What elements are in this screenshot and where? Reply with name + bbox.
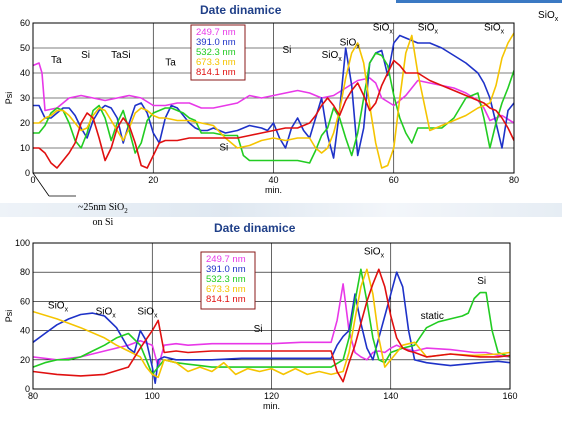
chart1-xlabel: min.: [265, 185, 282, 195]
chart2-xtick-label: 140: [383, 391, 398, 401]
chart1-legend-entry-4: 814.1 nm: [196, 67, 236, 78]
chart1-xtick-label: 80: [509, 175, 519, 185]
chart2-legend-entry-0: 249.7 nm: [206, 254, 246, 265]
chart1-annotation-9: SiOx: [418, 23, 439, 36]
chart1-legend-entry-1: 391.0 nm: [196, 37, 236, 48]
film-note: ~25nm SiO2 on Si: [78, 202, 128, 229]
chart2-series-line-2: [33, 268, 510, 376]
chart1-title: Date dinamice: [200, 3, 282, 17]
chart1-annotation-8: SiOx: [373, 23, 394, 36]
chart1-legend-entry-3: 673.3 nm: [196, 57, 236, 68]
chart2-xlabel: min.: [263, 401, 280, 411]
chart2-legend-entry-1: 391.0 nm: [206, 264, 246, 275]
chart1-annotation-sub-9: x: [434, 29, 438, 36]
chart2-xtick-label: 80: [28, 391, 38, 401]
film-note-sub: 2: [124, 207, 128, 215]
chart2-frame: [32, 242, 511, 390]
chart2-annotation-sub-4: x: [381, 253, 385, 260]
film-note-line1: ~25nm SiO: [78, 202, 125, 213]
chart2-ytick-label: 0: [25, 384, 30, 394]
chart1-annotation-11: SiOx: [538, 10, 559, 23]
chart2-legend-entry-3: 673.3 nm: [206, 284, 246, 295]
chart2-legend-box: [200, 251, 256, 310]
chart1-ytick-label: 30: [20, 93, 30, 103]
chart1-ytick-label: 0: [25, 168, 30, 178]
chart2-ytick-label: 40: [20, 326, 30, 336]
chart2-ytick-label: 100: [15, 238, 30, 248]
chart1-annotation-3: Ta: [165, 58, 176, 69]
chart1-annotation-sub-8: x: [389, 29, 393, 36]
chart1-annotation-7: SiOx: [340, 38, 361, 51]
chart2-annotation-0: SiOx: [48, 301, 69, 314]
chart1-annotation-sub-7: x: [356, 44, 360, 51]
chart1-annotation-6: SiOx: [322, 50, 343, 63]
chart2-ytick-label: 80: [20, 267, 30, 277]
chart1-annotation-sub-10: x: [501, 29, 505, 36]
chart1-annotation-1: Si: [81, 50, 90, 61]
chart2-xtick-label: 160: [502, 391, 517, 401]
chart2-ytick-label: 60: [20, 296, 30, 306]
chart1-annotation-10: SiOx: [484, 23, 505, 36]
chart1-annotation-5: Si: [283, 45, 292, 56]
chart1-xtick-label: 0: [30, 175, 35, 185]
chart2-annotation-3: Si: [254, 324, 263, 335]
chart1-ytick-label: 40: [20, 68, 30, 78]
chart2-xtick-label: 100: [145, 391, 160, 401]
chart1-series-line-3: [33, 32, 514, 169]
chart1-ytick-label: 60: [20, 18, 30, 28]
chart1-frame: [32, 22, 515, 174]
chart2-svg: 80 100 120 140 160 0 20 40 60 80 100 min. Psi SiOx SiO…: [4, 238, 518, 411]
chart2-annotation-2: SiOx: [137, 307, 158, 320]
chart1-annotation-4: Si: [219, 143, 228, 154]
chart2-annotation-5: static: [421, 311, 444, 322]
chart1-xtick-label: 20: [148, 175, 158, 185]
chart1-ytick-label: 50: [20, 43, 30, 53]
chart2-annotation-sub-2: x: [154, 313, 158, 320]
chart2-ylabel: Psi: [4, 310, 14, 323]
chart2-series-line-1: [33, 271, 510, 384]
chart2-ytick-label: 20: [20, 355, 30, 365]
chart1-annotation-sub-6: x: [338, 56, 342, 63]
chart1-xtick-label: 40: [268, 175, 278, 185]
chart1-annotation-sub-11: x: [555, 16, 559, 23]
chart1-ytick-label: 10: [20, 143, 30, 153]
chart2-annotation-6: Si: [477, 276, 486, 287]
chart2-title: Date dinamice: [214, 221, 296, 235]
chart1-legend-entry-0: 249.7 nm: [196, 27, 236, 38]
chart2-xtick-label: 120: [264, 391, 279, 401]
divider-band: [0, 203, 562, 217]
chart2-annotation-1: SiOx: [96, 307, 117, 320]
chart2-annotation-sub-1: x: [112, 313, 116, 320]
chart2-series-line-4: [33, 268, 510, 383]
chart1-series-line-4: [33, 59, 514, 169]
chart2-annotation-4: SiOx: [364, 247, 385, 260]
film-note-line2: on Si: [92, 217, 114, 228]
chart1-xtick-label: 60: [389, 175, 399, 185]
chart1-ylabel: Psi: [4, 92, 14, 105]
chart2-series-line-3: [33, 268, 510, 379]
chart1-annotation-0: Ta: [51, 55, 62, 66]
header-accent-bar: [396, 0, 562, 3]
chart2-legend-entry-2: 532.3 nm: [206, 274, 246, 285]
chart2-legend-entry-4: 814.1 nm: [206, 294, 246, 305]
chart1-legend-entry-2: 532.3 nm: [196, 47, 236, 58]
chart1-legend-box: [190, 24, 246, 81]
film-note-pointer-line: [32, 172, 50, 197]
chart2-annotation-sub-0: x: [65, 307, 69, 314]
chart1-annotation-2: TaSi: [111, 50, 130, 61]
chart1-ytick-label: 20: [20, 118, 30, 128]
